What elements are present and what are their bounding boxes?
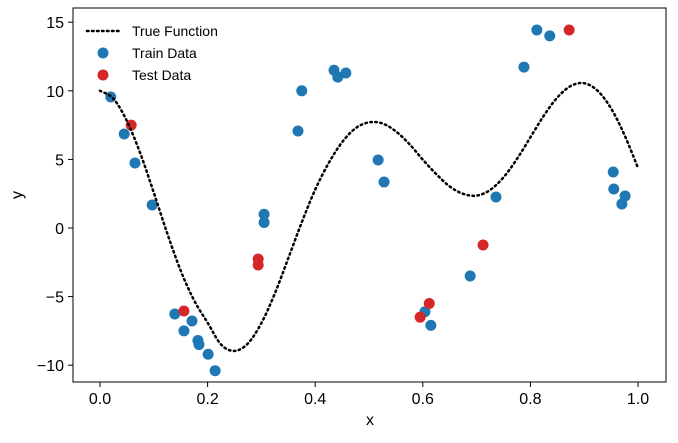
legend-train-data-label: Train Data — [132, 45, 197, 61]
train-data-point — [193, 339, 205, 351]
legend-test-data-swatch — [97, 69, 109, 81]
train-data-point — [146, 199, 158, 211]
x-tick-label: 1.0 — [627, 391, 649, 408]
legend: True Function Train Data Test Data — [85, 23, 218, 83]
test-data-point — [252, 259, 264, 271]
x-axis-label: x — [366, 412, 374, 429]
x-tick-label: 0.0 — [89, 391, 111, 408]
test-data-point — [414, 311, 426, 323]
train-data-point — [425, 319, 437, 331]
true-function-line — [98, 81, 640, 353]
train-data-point — [258, 217, 270, 229]
y-tick-label: 5 — [55, 152, 64, 169]
test-data-point — [178, 305, 190, 317]
train-data-point — [118, 128, 130, 140]
y-axis-label: y — [9, 191, 26, 199]
train-data-point — [292, 125, 304, 137]
train-data-point — [202, 348, 214, 360]
train-data-point — [464, 270, 476, 282]
train-data-point — [490, 191, 502, 203]
train-data-point — [178, 325, 190, 337]
train-data-point — [258, 208, 270, 220]
train-data-point — [616, 198, 628, 210]
y-tick-label: 15 — [46, 15, 64, 32]
train-data-point — [378, 176, 390, 188]
test-data-point — [423, 297, 435, 309]
x-tick-label: 0.2 — [196, 391, 218, 408]
train-data-point — [518, 61, 530, 73]
train-data-point — [209, 365, 221, 377]
train-data-point — [296, 85, 308, 97]
train-data-point — [607, 166, 619, 178]
train-data-point — [372, 154, 384, 166]
y-tick-label: −10 — [37, 358, 64, 375]
train-data-point — [129, 157, 141, 169]
plot-frame — [72, 7, 667, 383]
train-data-point — [531, 24, 543, 36]
test-data-point — [125, 119, 137, 131]
y-tick-label: 0 — [55, 221, 64, 238]
train-data-point — [544, 30, 556, 42]
y-tick-label: −5 — [46, 290, 64, 307]
test-data-point — [477, 239, 489, 251]
x-tick-label: 0.4 — [304, 391, 326, 408]
x-tick-label: 0.6 — [412, 391, 434, 408]
train-data-point — [186, 315, 198, 327]
test-data-point — [563, 24, 575, 36]
legend-true-function-label: True Function — [132, 23, 218, 39]
y-tick-label: 10 — [46, 84, 64, 101]
x-tick-label: 0.8 — [519, 391, 541, 408]
train-data-point — [608, 183, 620, 195]
legend-train-data-swatch — [97, 47, 109, 59]
legend-test-data-label: Test Data — [132, 67, 191, 83]
train-data-point — [340, 67, 352, 79]
train-data-point — [169, 308, 181, 320]
